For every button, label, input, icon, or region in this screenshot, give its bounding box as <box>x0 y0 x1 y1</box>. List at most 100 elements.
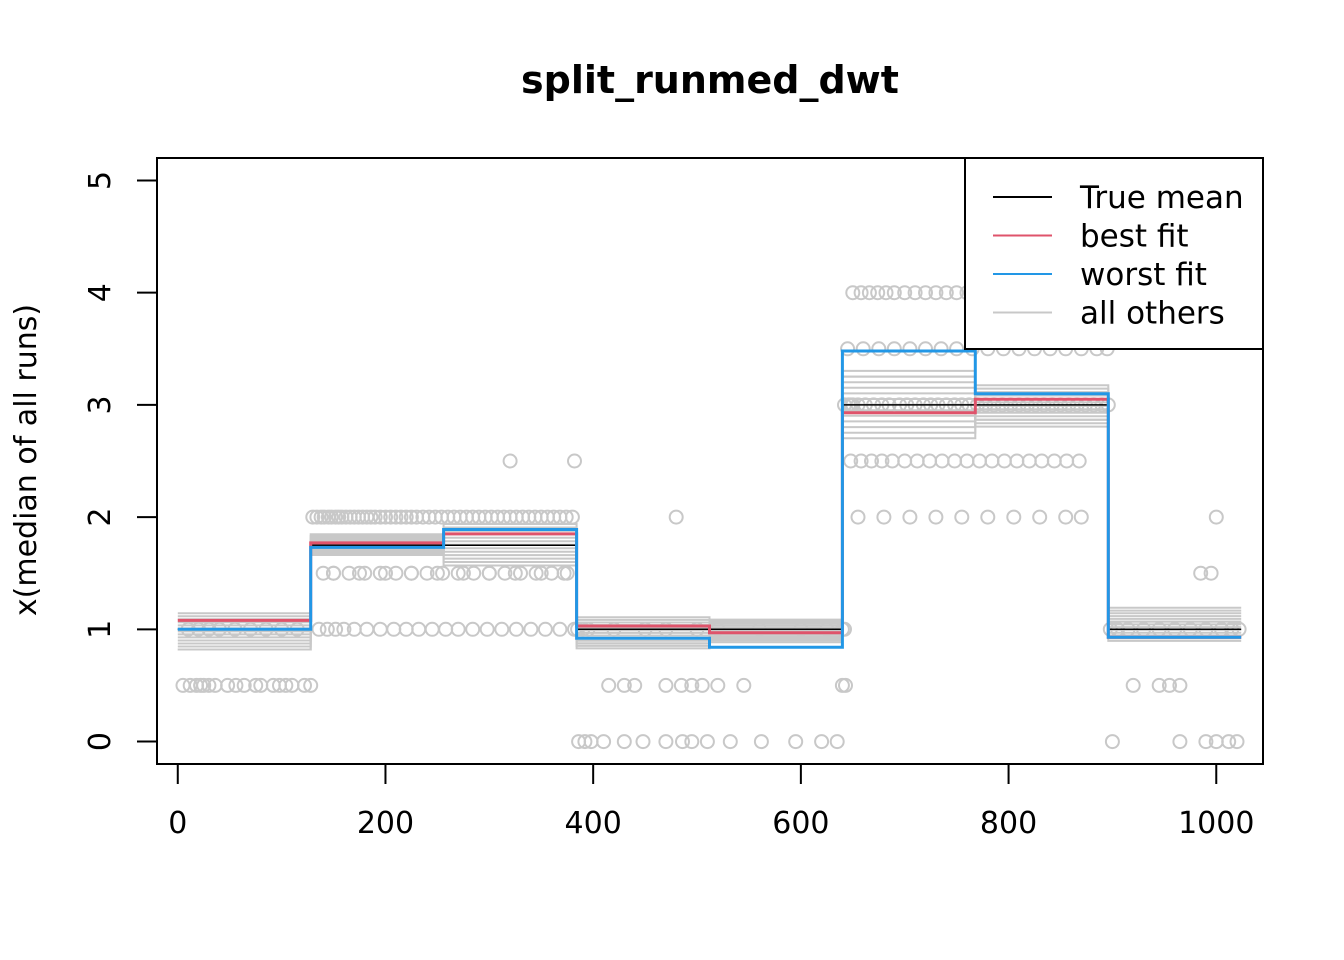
scatter-point <box>326 565 341 581</box>
scatter-point <box>658 734 674 750</box>
scatter-point <box>918 341 933 357</box>
y-axis-label: x(median of all runs) <box>9 304 44 616</box>
scatter-point <box>552 621 568 637</box>
y-tick-label: 1 <box>83 620 118 639</box>
scatter-point <box>424 621 440 637</box>
scatter-point <box>1172 677 1188 693</box>
scatter-point <box>403 565 419 581</box>
scatter-point <box>897 285 913 301</box>
scatter-point <box>933 341 949 357</box>
scatter-point <box>357 565 373 581</box>
scatter-point <box>466 565 482 581</box>
scatter-point <box>616 734 632 750</box>
scatter-point <box>855 341 871 357</box>
scatter-point <box>1009 453 1025 469</box>
scatter-point <box>383 509 399 525</box>
scatter-point <box>635 734 651 750</box>
scatter-point <box>372 565 388 581</box>
scatter-point <box>481 565 497 581</box>
all-others-line <box>177 411 1242 645</box>
scatter-point <box>949 285 965 301</box>
scatter-point <box>947 453 963 469</box>
scatter-point <box>372 509 388 525</box>
scatter-point <box>902 341 918 357</box>
scatter-point <box>309 509 325 525</box>
legend-label: best fit <box>1080 219 1189 255</box>
scatter-point <box>627 677 643 693</box>
scatter-point <box>870 285 886 301</box>
scatter-point <box>278 677 294 693</box>
scatter-point <box>753 734 769 750</box>
scatter-point <box>668 509 684 525</box>
scatter-point <box>303 677 319 693</box>
scatter-point <box>736 677 752 693</box>
y-tick-label: 2 <box>83 508 118 527</box>
scatter-point <box>871 341 887 357</box>
scatter-point <box>616 677 632 693</box>
scatter-point <box>236 677 252 693</box>
scatter-point <box>435 565 451 581</box>
scatter-point <box>403 509 419 525</box>
scatter-point <box>886 341 902 357</box>
scatter-point <box>1172 734 1188 750</box>
y-tick-label: 5 <box>83 171 118 190</box>
scatter-point <box>479 621 495 637</box>
scatter-point <box>897 453 913 469</box>
chart-title: split_runmed_dwt <box>521 58 899 102</box>
scatter-point <box>533 565 549 581</box>
scatter-point <box>959 453 975 469</box>
scatter-point <box>878 285 894 301</box>
scatter-point <box>556 565 572 581</box>
scatter-point <box>1046 453 1062 469</box>
scatter-point <box>438 621 454 637</box>
scatter-point <box>411 621 427 637</box>
scatter-point <box>523 621 539 637</box>
scatter-point <box>876 509 892 525</box>
scatter-point <box>909 453 925 469</box>
scatter-point <box>1203 565 1219 581</box>
scatter-point <box>1151 677 1167 693</box>
scatter-point <box>673 677 689 693</box>
scatter-point <box>829 734 845 750</box>
scatter-point <box>398 509 414 525</box>
legend-label: worst fit <box>1080 257 1207 293</box>
scatter-point <box>949 341 965 357</box>
scatter-point <box>1073 509 1089 525</box>
y-axis: 0 1 2 3 4 5 <box>83 171 158 751</box>
scatter-point <box>853 285 869 301</box>
scatter-point <box>1208 509 1224 525</box>
scatter-point <box>861 285 877 301</box>
scatter-point <box>528 565 544 581</box>
scatter-point <box>996 453 1012 469</box>
scatter-point <box>1058 509 1074 525</box>
scatter-point <box>918 285 933 301</box>
scatter-point <box>305 509 321 525</box>
scatter-point <box>694 677 710 693</box>
scatter-point <box>658 677 674 693</box>
scatter-point <box>201 677 217 693</box>
x-tick-label: 0 <box>168 806 187 841</box>
all-others-line <box>177 408 1242 642</box>
scatter-point <box>393 509 409 525</box>
legend-label: True mean <box>1079 180 1244 216</box>
scatter-point <box>450 621 466 637</box>
scatter-point <box>419 565 435 581</box>
scatter-point <box>954 509 970 525</box>
x-axis: 0 200 400 600 800 1000 <box>168 763 1254 841</box>
scatter-point <box>684 677 700 693</box>
scatter-point <box>874 453 890 469</box>
scatter-point <box>316 509 332 525</box>
x-tick-label: 1000 <box>1178 806 1254 841</box>
scatter-point <box>372 621 388 637</box>
scatter-point <box>502 453 518 469</box>
x-tick-label: 800 <box>980 806 1037 841</box>
scatter-point <box>319 621 335 637</box>
x-tick-label: 400 <box>565 806 622 841</box>
scatter-point <box>1032 509 1048 525</box>
scatter-point <box>1221 734 1237 750</box>
scatter-point <box>814 734 830 750</box>
scatter-point <box>845 285 861 301</box>
scatter-point <box>336 621 352 637</box>
scatter-point <box>938 285 954 301</box>
